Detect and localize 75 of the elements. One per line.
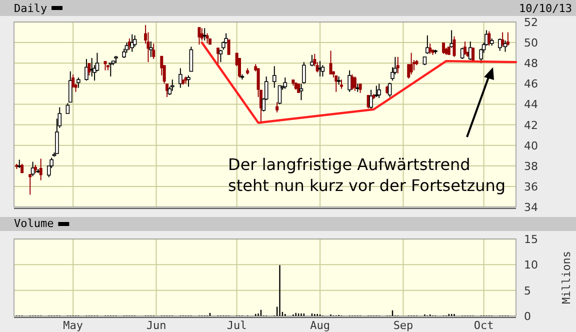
candlestick xyxy=(442,42,446,54)
y-tick-label: 40 xyxy=(524,139,538,152)
candlestick xyxy=(350,74,354,90)
y-tick-label: 38 xyxy=(524,160,538,173)
candlestick xyxy=(238,57,241,78)
y-tick-label: 52 xyxy=(524,16,538,29)
x-tick-label: Jun xyxy=(146,319,166,332)
candlestick xyxy=(299,83,304,101)
y-tick-label: 34 xyxy=(524,201,538,214)
y-tick-label: 10 xyxy=(524,258,538,272)
candlestick xyxy=(310,54,314,67)
candlestick xyxy=(216,47,220,67)
y-tick-label: 42 xyxy=(524,118,538,132)
candlestick xyxy=(501,32,504,48)
candlestick xyxy=(28,174,32,196)
text: 10/10/13 xyxy=(519,2,572,15)
candlestick xyxy=(450,30,454,48)
candlestick xyxy=(178,68,182,88)
candlestick xyxy=(488,30,491,46)
candlestick xyxy=(166,83,169,98)
line-series xyxy=(200,41,518,124)
candlestick xyxy=(463,41,466,56)
candlestick xyxy=(198,26,201,46)
candlestick xyxy=(353,76,356,92)
candlestick xyxy=(396,56,400,74)
y-tick-label: 5 xyxy=(524,284,531,298)
y-tick-label: 48 xyxy=(524,57,538,70)
candlestick xyxy=(66,102,70,114)
candlestick xyxy=(39,158,42,181)
candlestick xyxy=(170,79,174,92)
candlestick xyxy=(369,89,373,110)
chart-title: Volume xyxy=(14,217,54,230)
candlestick xyxy=(506,32,510,46)
candlestick xyxy=(276,102,279,113)
candlestick xyxy=(206,32,209,44)
candlestick xyxy=(68,70,72,103)
candlestick xyxy=(72,74,75,88)
candlestick xyxy=(58,106,62,128)
y-tick-label: 36 xyxy=(524,180,538,194)
candlestick xyxy=(152,43,156,60)
candlestick xyxy=(334,74,338,92)
chart-title: Daily xyxy=(14,2,48,15)
candlestick xyxy=(428,43,432,54)
candlestick xyxy=(329,50,332,75)
x-tick-label: Oct xyxy=(474,319,494,332)
annotation: Der langfristige Aufwärtstrend steht nun kurz vor der Fortsetzung xyxy=(228,155,506,195)
candlestick xyxy=(227,38,230,56)
candlestick xyxy=(189,46,194,72)
candlestick xyxy=(88,62,91,76)
candlestick xyxy=(149,41,153,58)
y-tick-label: 0 xyxy=(524,310,531,323)
candlestick xyxy=(358,83,362,94)
candlestick xyxy=(410,52,413,75)
candlestick xyxy=(186,74,190,88)
x-tick-label: May xyxy=(63,319,84,332)
y-tick-label: 46 xyxy=(524,78,538,91)
y-tick-label: 15 xyxy=(524,233,538,246)
x-tick-label: Sep xyxy=(393,319,414,332)
candlestick xyxy=(104,60,107,71)
candlestick xyxy=(452,36,456,58)
candlestick xyxy=(76,77,80,88)
candlestick xyxy=(202,28,206,41)
y-tick-label: 50 xyxy=(524,36,538,50)
candlestick xyxy=(272,66,276,88)
candlestick xyxy=(302,62,306,84)
candlestick xyxy=(108,62,113,77)
y-axis-title: Millions xyxy=(560,251,573,304)
y-tick-label: 44 xyxy=(524,98,538,112)
x-tick-label: Jul xyxy=(226,319,247,332)
candlestick xyxy=(340,79,344,90)
candlestick xyxy=(377,83,381,99)
candlestick xyxy=(84,58,88,82)
x-tick-label: Aug xyxy=(310,319,330,332)
candlestick xyxy=(218,49,223,63)
candlestick xyxy=(297,83,300,94)
